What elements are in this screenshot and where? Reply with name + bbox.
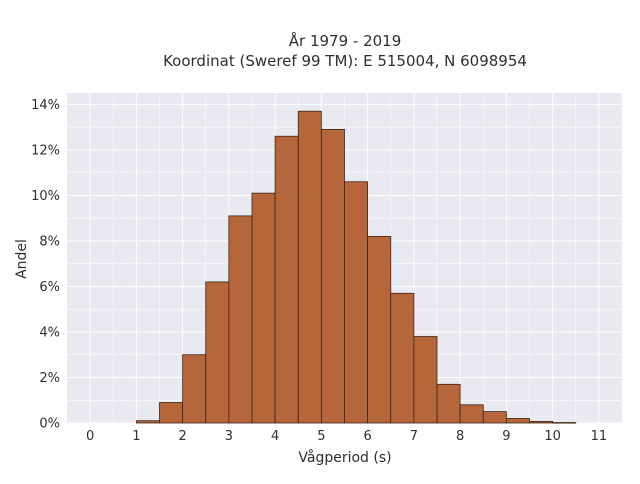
y-tick-label-0: 0% — [39, 417, 60, 432]
x-tick-label-8: 8 — [456, 429, 464, 444]
y-tick-label-4: 8% — [39, 234, 60, 249]
x-tick-label-4: 4 — [271, 429, 279, 444]
y-tick-label-5: 10% — [31, 189, 60, 204]
x-tick-label-10: 10 — [544, 429, 561, 444]
x-tick-label-0: 0 — [86, 429, 94, 444]
histogram-bar-17 — [529, 421, 554, 424]
histogram-bar-15 — [482, 411, 507, 424]
histogram-bar-11 — [390, 292, 415, 424]
histogram-bar-8 — [320, 129, 345, 424]
y-tick-label-3: 6% — [39, 280, 60, 295]
chart-title-line2: Koordinat (Sweref 99 TM): E 515004, N 60… — [163, 52, 527, 70]
histogram-bars — [135, 110, 577, 424]
x-tick-label-1: 1 — [132, 429, 140, 444]
histogram-bar-14 — [459, 404, 484, 424]
histogram-bar-13 — [436, 383, 461, 424]
histogram-bar-16 — [505, 418, 530, 424]
histogram-bar-6 — [274, 135, 299, 424]
histogram-bar-18 — [552, 422, 577, 424]
y-tick-label-1: 2% — [39, 371, 60, 386]
x-tick-label-2: 2 — [178, 429, 186, 444]
x-axis-ticks: 0 1 2 3 4 5 6 7 8 9 10 11 — [86, 429, 607, 444]
histogram-bar-3 — [205, 281, 230, 424]
y-axis-label: Andel — [14, 239, 30, 279]
y-tick-label-7: 14% — [31, 98, 60, 113]
histogram-bar-4 — [228, 215, 253, 424]
histogram-bar-7 — [297, 110, 322, 424]
histogram-bar-5 — [251, 192, 276, 424]
x-tick-label-3: 3 — [225, 429, 233, 444]
histogram-bar-12 — [413, 336, 438, 424]
histogram-bar-0 — [135, 420, 160, 424]
x-tick-label-7: 7 — [410, 429, 418, 444]
chart-title-line1: År 1979 - 2019 — [289, 31, 402, 50]
y-tick-label-2: 4% — [39, 325, 60, 340]
histogram-bar-1 — [159, 402, 184, 424]
y-tick-label-6: 12% — [31, 143, 60, 158]
histogram-bar-9 — [344, 181, 369, 424]
x-tick-label-6: 6 — [363, 429, 371, 444]
x-tick-label-5: 5 — [317, 429, 325, 444]
y-axis-ticks: 0% 2% 4% 6% 8% 10% 12% 14% — [31, 98, 60, 432]
histogram-bar-2 — [182, 354, 207, 424]
histogram-bar-10 — [367, 235, 392, 424]
x-tick-label-9: 9 — [502, 429, 510, 444]
x-tick-label-11: 11 — [591, 429, 608, 444]
x-axis-label: Vågperiod (s) — [298, 449, 391, 466]
